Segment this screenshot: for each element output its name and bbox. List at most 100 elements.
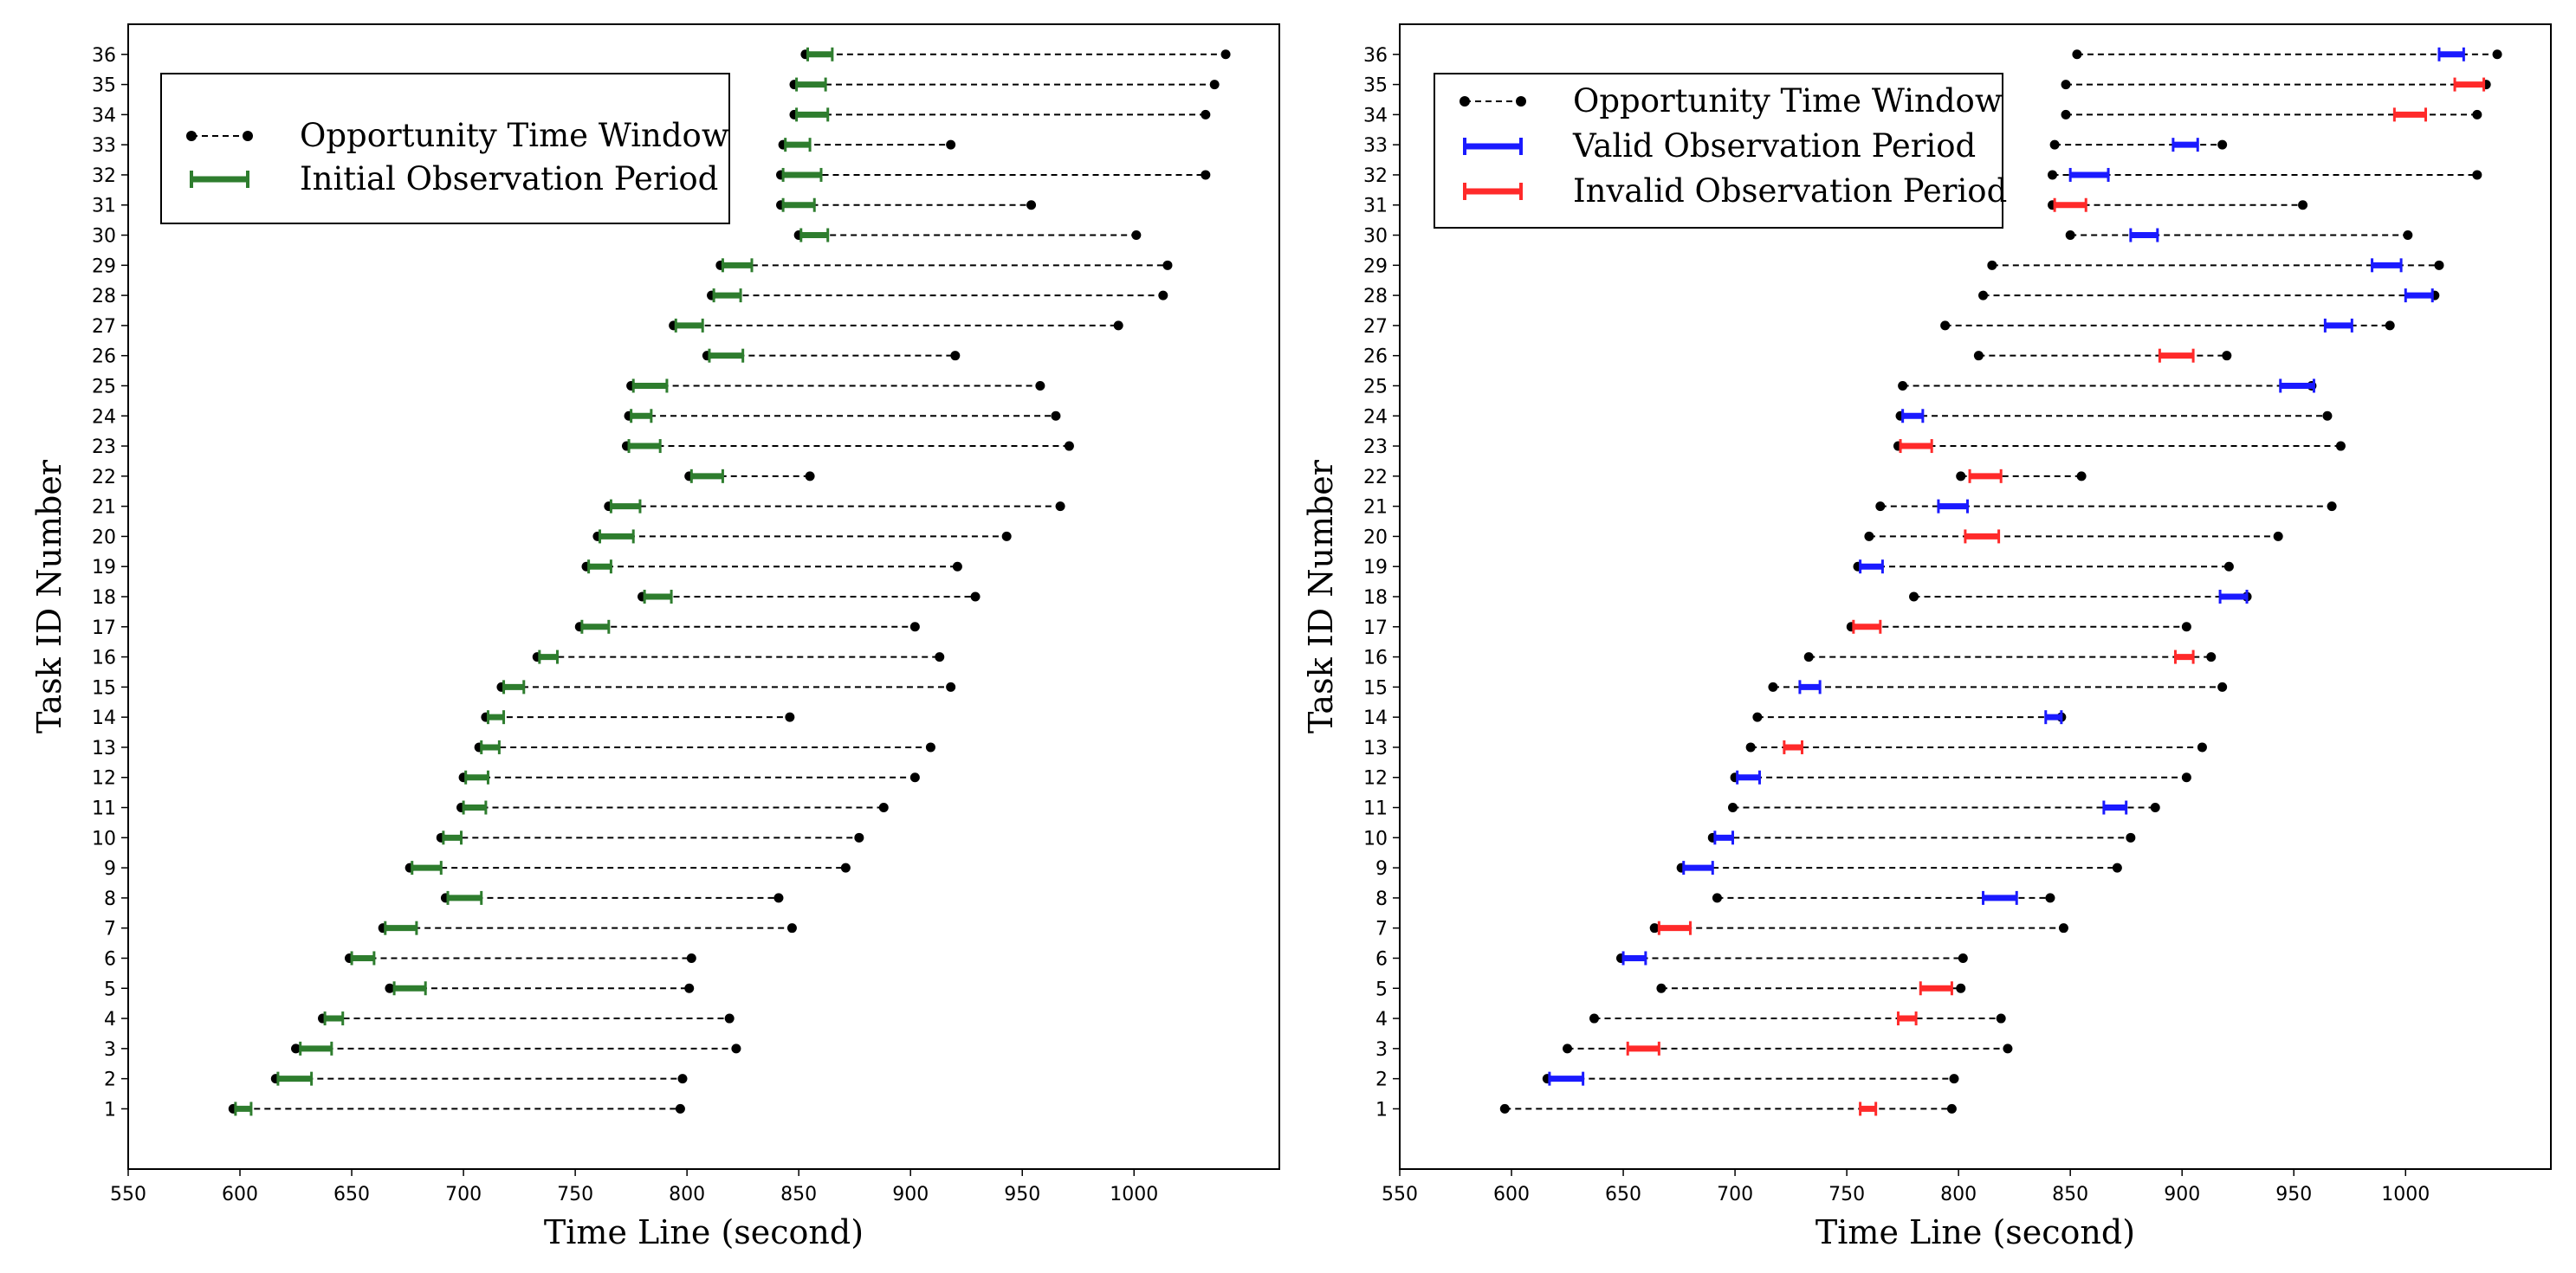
window-end-point xyxy=(925,742,935,753)
y-tick-label: 27 xyxy=(92,316,116,338)
x-tick-label: 950 xyxy=(2275,1184,2312,1205)
window-start-point xyxy=(1875,501,1886,512)
y-tick-label: 7 xyxy=(1375,919,1388,940)
window-end-point xyxy=(1035,380,1045,391)
x-tick-label: 850 xyxy=(780,1184,817,1205)
window-end-point xyxy=(785,712,795,722)
window-end-point xyxy=(786,923,797,934)
y-tick-label: 31 xyxy=(92,196,116,217)
x-tick-label: 900 xyxy=(892,1184,929,1205)
window-start-point xyxy=(1898,380,1908,391)
window-end-point xyxy=(2434,260,2444,270)
y-tick-label: 27 xyxy=(1363,316,1388,338)
chart-panel-2: 550 600 650 700 750 800 850 900 950 1000123456789… xyxy=(1302,23,2552,1251)
y-tick-label: 21 xyxy=(92,497,116,519)
x-tick-label: 750 xyxy=(1828,1184,1865,1205)
window-end-point xyxy=(677,1074,688,1084)
window-end-point xyxy=(2223,561,2234,572)
window-end-point xyxy=(1996,1013,2006,1024)
y-tick-label: 14 xyxy=(1363,708,1388,729)
window-end-point xyxy=(1051,410,1061,421)
y-axis-title: Task ID Number xyxy=(30,459,68,733)
y-tick-label: 33 xyxy=(1363,135,1388,157)
window-end-point xyxy=(2222,351,2232,361)
window-end-point xyxy=(2181,622,2191,632)
y-tick-label: 8 xyxy=(1375,889,1388,910)
y-tick-label: 13 xyxy=(92,738,116,759)
window-end-point xyxy=(2327,501,2337,512)
y-tick-label: 24 xyxy=(1363,406,1388,428)
y-tick-label: 16 xyxy=(1363,648,1388,669)
window-end-point xyxy=(2403,230,2413,241)
window-end-point xyxy=(1956,983,1966,993)
x-tick-label: 550 xyxy=(110,1184,146,1205)
y-tick-label: 29 xyxy=(92,255,116,277)
y-tick-label: 11 xyxy=(92,798,116,820)
window-end-point xyxy=(2472,170,2482,180)
legend-window-start-point xyxy=(186,131,197,141)
window-end-point xyxy=(878,803,889,813)
window-end-point xyxy=(1113,320,1123,331)
y-tick-label: 10 xyxy=(1363,828,1388,850)
window-end-point xyxy=(805,471,815,481)
window-end-point xyxy=(2206,652,2217,662)
window-end-point xyxy=(1220,49,1231,60)
window-end-point xyxy=(950,351,961,361)
x-tick-label: 600 xyxy=(1493,1184,1530,1205)
x-tick-label: 950 xyxy=(1004,1184,1040,1205)
window-end-point xyxy=(675,1103,685,1114)
x-tick-label: 800 xyxy=(1940,1184,1977,1205)
window-start-point xyxy=(291,1044,301,1054)
y-tick-label: 9 xyxy=(1375,858,1388,880)
x-tick-label: 600 xyxy=(222,1184,258,1205)
y-tick-label: 2 xyxy=(104,1069,116,1091)
y-tick-label: 14 xyxy=(92,708,116,729)
y-tick-label: 5 xyxy=(104,979,116,1000)
window-end-point xyxy=(731,1044,741,1054)
y-tick-label: 32 xyxy=(92,165,116,187)
legend-label: Opportunity Time Window xyxy=(1573,82,2003,120)
legend-box xyxy=(1434,73,2003,229)
y-tick-label: 35 xyxy=(92,75,116,97)
window-end-point xyxy=(2472,109,2482,120)
y-tick-label: 8 xyxy=(104,889,116,910)
y-tick-label: 10 xyxy=(92,828,116,850)
y-tick-label: 26 xyxy=(1363,346,1388,368)
window-end-point xyxy=(686,953,696,963)
y-tick-label: 18 xyxy=(92,587,116,609)
y-tick-label: 13 xyxy=(1363,738,1388,759)
window-start-point xyxy=(1803,652,1814,662)
window-end-point xyxy=(2298,200,2308,210)
y-tick-label: 34 xyxy=(92,105,116,126)
window-start-point xyxy=(1909,591,1919,602)
y-tick-label: 23 xyxy=(1363,436,1388,458)
y-tick-label: 32 xyxy=(1363,165,1388,187)
x-tick-label: 550 xyxy=(1382,1184,1418,1205)
y-tick-label: 19 xyxy=(92,557,116,578)
window-end-point xyxy=(2076,471,2087,481)
x-axis-title: Time Line (second) xyxy=(544,1213,864,1251)
y-tick-label: 25 xyxy=(92,376,116,397)
y-tick-label: 2 xyxy=(1375,1069,1388,1091)
y-tick-label: 1 xyxy=(104,1099,116,1121)
y-tick-label: 29 xyxy=(1363,255,1388,277)
y-tick-label: 28 xyxy=(92,286,116,307)
y-tick-label: 5 xyxy=(1375,979,1388,1000)
window-end-point xyxy=(909,772,920,783)
y-tick-label: 1 xyxy=(1375,1099,1388,1121)
x-tick-label: 750 xyxy=(557,1184,593,1205)
x-tick-label: 900 xyxy=(2164,1184,2200,1205)
y-tick-label: 15 xyxy=(92,677,116,699)
window-end-point xyxy=(854,832,864,843)
window-end-point xyxy=(1158,290,1168,300)
x-tick-label: 800 xyxy=(669,1184,705,1205)
y-tick-label: 31 xyxy=(1363,196,1388,217)
y-tick-label: 11 xyxy=(1363,798,1388,820)
window-end-point xyxy=(2058,923,2068,934)
legend-window-end-point xyxy=(1516,96,1526,107)
window-start-point xyxy=(1649,923,1660,934)
window-start-point xyxy=(2048,170,2058,180)
y-tick-label: 6 xyxy=(1375,948,1388,970)
y-tick-label: 16 xyxy=(92,648,116,669)
